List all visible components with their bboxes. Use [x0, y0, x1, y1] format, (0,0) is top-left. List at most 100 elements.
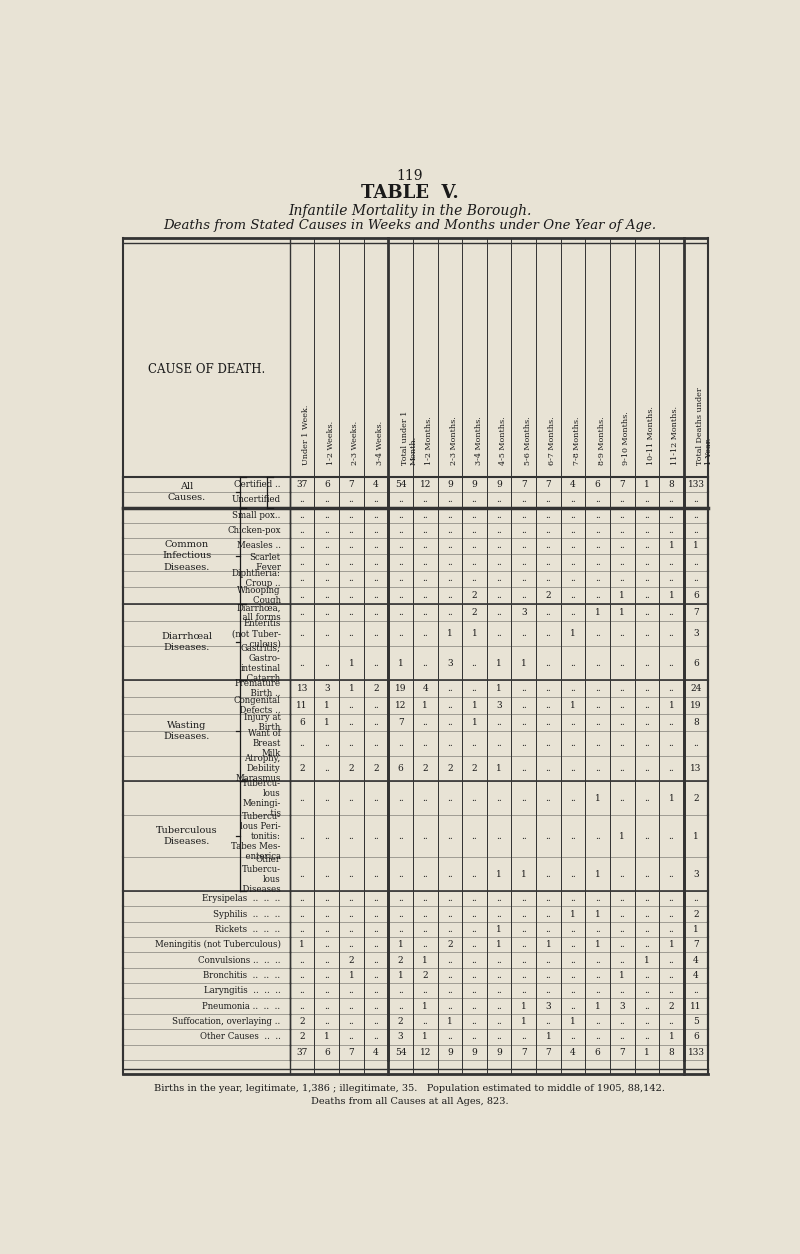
Text: Small pox..: Small pox..	[232, 510, 281, 520]
Text: ..: ..	[398, 987, 403, 996]
Text: 4: 4	[373, 480, 379, 489]
Text: 1: 1	[644, 480, 650, 489]
Text: 6: 6	[693, 592, 699, 601]
Text: ..: ..	[669, 685, 674, 693]
Text: Convulsions ..  ..  ..: Convulsions .. .. ..	[198, 956, 281, 964]
Text: 2: 2	[472, 764, 478, 774]
Text: ..: ..	[546, 870, 551, 879]
Text: ..: ..	[570, 831, 576, 840]
Text: ..: ..	[619, 1017, 625, 1026]
Text: Meningitis (not Tuberculous): Meningitis (not Tuberculous)	[154, 940, 281, 949]
Text: 1: 1	[349, 685, 354, 693]
Text: ..: ..	[619, 495, 625, 504]
Text: ..: ..	[299, 794, 305, 803]
Text: ..: ..	[619, 909, 625, 919]
Text: 1: 1	[496, 870, 502, 879]
Text: ..: ..	[398, 495, 403, 504]
Text: ..: ..	[472, 987, 478, 996]
Text: ..: ..	[447, 971, 453, 979]
Text: ..: ..	[349, 510, 354, 520]
Text: ..: ..	[619, 717, 625, 727]
Text: 2: 2	[398, 1017, 403, 1026]
Text: 2-3 Weeks.: 2-3 Weeks.	[351, 421, 359, 465]
Text: ..: ..	[373, 987, 379, 996]
Text: ..: ..	[447, 701, 453, 710]
Text: 1: 1	[669, 940, 674, 949]
Text: ..: ..	[324, 527, 330, 535]
Text: ..: ..	[398, 894, 403, 903]
Text: 1: 1	[324, 701, 330, 710]
Text: ..: ..	[398, 870, 403, 879]
Text: ..: ..	[521, 495, 526, 504]
Text: ..: ..	[594, 630, 601, 638]
Text: ..: ..	[570, 764, 576, 774]
Text: ..: ..	[398, 1002, 403, 1011]
Text: 1: 1	[546, 1032, 551, 1041]
Text: ..: ..	[447, 925, 453, 934]
Text: ..: ..	[324, 608, 330, 617]
Text: ..: ..	[669, 894, 674, 903]
Text: ..: ..	[619, 1032, 625, 1041]
Text: ..: ..	[669, 971, 674, 979]
Text: Chicken-pox: Chicken-pox	[227, 527, 281, 535]
Text: 2: 2	[299, 764, 305, 774]
Text: Rickets  ..  ..  ..: Rickets .. .. ..	[215, 925, 281, 934]
Text: ..: ..	[324, 510, 330, 520]
Text: ..: ..	[619, 940, 625, 949]
Text: ..: ..	[373, 558, 379, 567]
Text: 133: 133	[687, 480, 705, 489]
Text: ..: ..	[398, 831, 403, 840]
Text: 1: 1	[422, 956, 428, 964]
Text: ..: ..	[594, 701, 601, 710]
Text: ..: ..	[447, 987, 453, 996]
Text: ..: ..	[349, 701, 354, 710]
Text: 1: 1	[398, 940, 403, 949]
Text: ..: ..	[299, 971, 305, 979]
Text: ..: ..	[472, 658, 478, 668]
Text: ..: ..	[546, 558, 551, 567]
Text: ..: ..	[594, 831, 601, 840]
Text: ..: ..	[546, 909, 551, 919]
Text: ..: ..	[349, 831, 354, 840]
Text: ..: ..	[521, 630, 526, 638]
Text: ..: ..	[496, 592, 502, 601]
Text: ..: ..	[447, 608, 453, 617]
Text: ..: ..	[422, 527, 428, 535]
Text: ..: ..	[324, 739, 330, 747]
Text: 7: 7	[349, 480, 354, 489]
Text: 2: 2	[374, 685, 379, 693]
Text: ..: ..	[349, 739, 354, 747]
Text: ..: ..	[324, 542, 330, 551]
Text: ..: ..	[447, 717, 453, 727]
Text: All
Causes.: All Causes.	[167, 483, 206, 503]
Text: ..: ..	[472, 1002, 478, 1011]
Text: 3: 3	[521, 608, 526, 617]
Text: 1-2 Weeks.: 1-2 Weeks.	[327, 421, 335, 465]
Text: ..: ..	[447, 542, 453, 551]
Text: 1: 1	[496, 940, 502, 949]
Text: ..: ..	[669, 558, 674, 567]
Text: 3: 3	[546, 1002, 551, 1011]
Text: Other
Tubercu-
lous
  Diseases: Other Tubercu- lous Diseases	[237, 855, 281, 894]
Text: ..: ..	[447, 909, 453, 919]
Text: ..: ..	[447, 510, 453, 520]
Text: 4: 4	[570, 1047, 576, 1057]
Text: ..: ..	[693, 574, 699, 583]
Text: ..: ..	[349, 1032, 354, 1041]
Text: ..: ..	[496, 510, 502, 520]
Text: ..: ..	[644, 542, 650, 551]
Text: ..: ..	[594, 1032, 601, 1041]
Text: 1: 1	[693, 542, 699, 551]
Text: 3: 3	[324, 685, 330, 693]
Text: ..: ..	[299, 630, 305, 638]
Text: ..: ..	[644, 685, 650, 693]
Text: ..: ..	[594, 739, 601, 747]
Text: ..: ..	[521, 940, 526, 949]
Text: ..: ..	[669, 527, 674, 535]
Text: 7: 7	[398, 717, 403, 727]
Text: 1: 1	[422, 701, 428, 710]
Text: ..: ..	[398, 909, 403, 919]
Text: ..: ..	[299, 909, 305, 919]
Text: 7: 7	[546, 480, 551, 489]
Text: ..: ..	[299, 739, 305, 747]
